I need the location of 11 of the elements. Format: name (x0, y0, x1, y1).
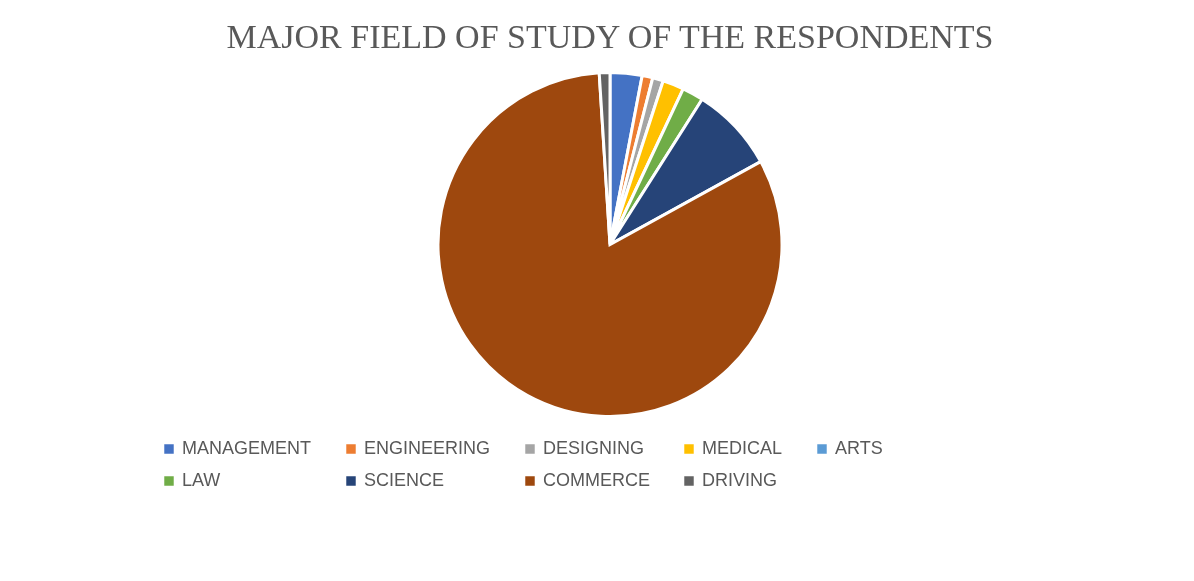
legend-label: ARTS (835, 438, 883, 458)
pie-slice (436, 71, 784, 418)
legend-label: MEDICAL (702, 438, 783, 458)
legend-label: ENGINEERING (364, 438, 491, 458)
legend-label: COMMERCE (543, 470, 650, 490)
legend-label: MANAGEMENT (182, 438, 312, 458)
chart-title: MAJOR FIELD OF STUDY OF THE RESPONDENTS (226, 17, 994, 55)
legend-label: DESIGNING (543, 438, 645, 458)
legend-label: LAW (182, 470, 221, 490)
legend-label: SCIENCE (364, 470, 445, 490)
legend-label: DRIVING (702, 470, 778, 490)
